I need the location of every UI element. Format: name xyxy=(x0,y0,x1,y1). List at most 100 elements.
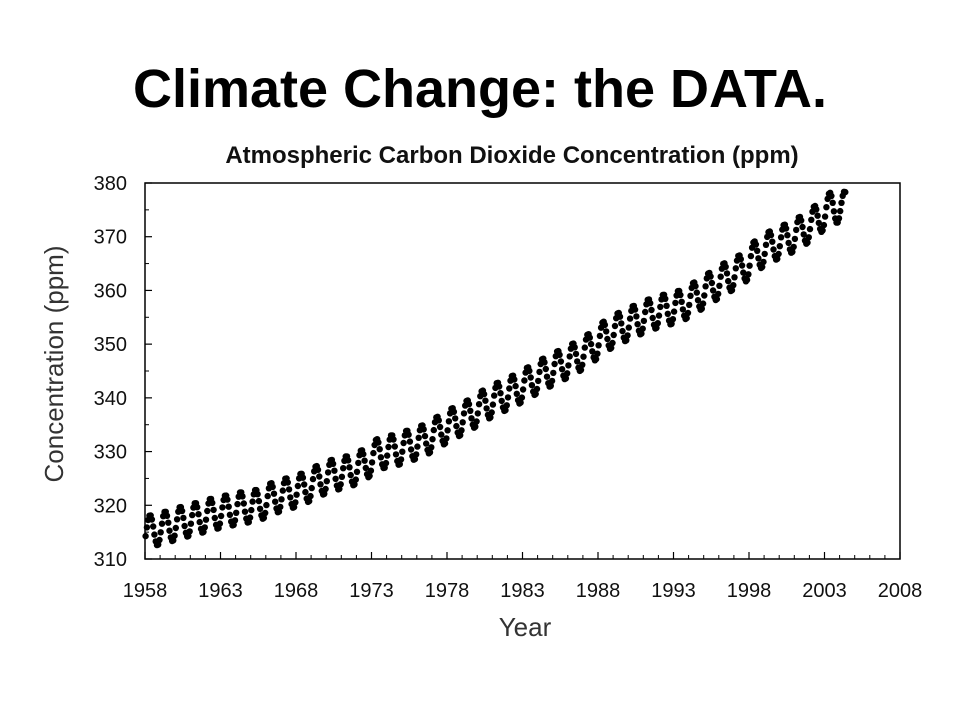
data-point xyxy=(368,459,376,466)
data-point xyxy=(611,322,619,330)
data-point xyxy=(743,276,751,284)
data-point xyxy=(340,465,347,472)
data-point xyxy=(654,320,661,327)
data-point xyxy=(777,234,785,241)
data-point xyxy=(556,351,563,358)
data-point xyxy=(745,271,752,278)
data-point xyxy=(375,439,382,446)
data-point xyxy=(246,514,254,521)
data-point xyxy=(634,321,641,328)
data-point xyxy=(532,390,539,398)
y-tick-label: 340 xyxy=(94,388,127,410)
data-point xyxy=(441,440,449,447)
data-point xyxy=(713,295,721,303)
data-point xyxy=(361,457,368,464)
data-point xyxy=(483,405,490,412)
data-point xyxy=(837,207,844,215)
data-point xyxy=(609,339,616,347)
data-point xyxy=(670,308,678,315)
data-point xyxy=(226,511,234,518)
data-point xyxy=(400,439,407,447)
x-axis-ticks: 1958 1963 1968 1973 1978 1983 1988 1993 1998 2003… xyxy=(123,552,923,602)
data-point xyxy=(498,397,505,405)
data-point xyxy=(543,373,551,380)
data-point xyxy=(406,438,414,445)
data-point xyxy=(460,410,468,417)
data-point xyxy=(435,417,442,424)
data-point xyxy=(172,524,179,532)
data-point xyxy=(459,419,466,426)
data-point xyxy=(277,503,284,511)
y-tick-label: 310 xyxy=(94,549,127,571)
data-point xyxy=(715,290,722,298)
data-point xyxy=(746,262,753,269)
data-point xyxy=(249,498,256,505)
data-point xyxy=(828,192,835,200)
data-point xyxy=(728,287,736,294)
data-point xyxy=(804,239,811,246)
data-point xyxy=(782,225,790,232)
data-point xyxy=(316,473,323,480)
data-point xyxy=(239,493,246,500)
x-tick-label: 1988 xyxy=(576,580,621,602)
chart-title: Atmospheric Carbon Dioxide Concentration… xyxy=(225,142,798,169)
data-point xyxy=(806,225,814,233)
data-point xyxy=(655,312,663,319)
x-tick-label: 2003 xyxy=(802,580,847,602)
data-point xyxy=(669,316,677,323)
data-point xyxy=(550,369,557,377)
data-point xyxy=(444,427,451,434)
data-point xyxy=(708,279,716,287)
data-point xyxy=(678,298,685,305)
data-point xyxy=(574,358,581,365)
data-point xyxy=(399,448,406,455)
data-point xyxy=(377,454,385,461)
data-point xyxy=(173,516,181,523)
data-point xyxy=(385,443,392,451)
data-point xyxy=(231,517,239,524)
data-point xyxy=(536,368,543,376)
data-point xyxy=(716,282,723,289)
data-point xyxy=(338,473,346,480)
data-point xyxy=(821,213,829,220)
data-point xyxy=(551,360,558,368)
data-point xyxy=(709,287,717,294)
data-point xyxy=(775,250,782,258)
data-point xyxy=(759,263,766,271)
data-point xyxy=(217,512,225,520)
data-point xyxy=(619,327,626,335)
data-point xyxy=(601,321,609,329)
data-point xyxy=(496,383,503,390)
data-point xyxy=(391,443,398,450)
data-point xyxy=(480,390,488,398)
x-tick-label: 2008 xyxy=(878,580,923,602)
data-point xyxy=(443,435,450,442)
data-point xyxy=(769,238,776,245)
data-point xyxy=(823,204,830,211)
data-point xyxy=(737,256,744,263)
data-point xyxy=(423,440,430,447)
y-tick-label: 380 xyxy=(94,173,127,195)
data-point xyxy=(187,520,195,527)
data-point xyxy=(457,432,464,439)
data-point xyxy=(805,234,812,241)
data-point xyxy=(571,344,578,351)
data-point xyxy=(791,235,799,243)
data-point xyxy=(353,468,361,475)
data-point xyxy=(420,426,427,433)
data-point xyxy=(707,273,714,280)
data-point xyxy=(624,332,631,339)
data-point xyxy=(150,523,157,530)
data-point xyxy=(572,350,580,358)
data-point xyxy=(367,467,375,474)
data-point xyxy=(502,407,509,414)
data-point xyxy=(577,366,585,374)
data-point xyxy=(784,232,791,239)
data-point xyxy=(662,295,669,302)
data-point xyxy=(156,536,163,544)
data-point xyxy=(166,527,173,534)
data-point xyxy=(272,498,279,505)
data-point xyxy=(830,208,838,215)
data-point xyxy=(171,532,178,539)
data-point xyxy=(640,317,648,325)
